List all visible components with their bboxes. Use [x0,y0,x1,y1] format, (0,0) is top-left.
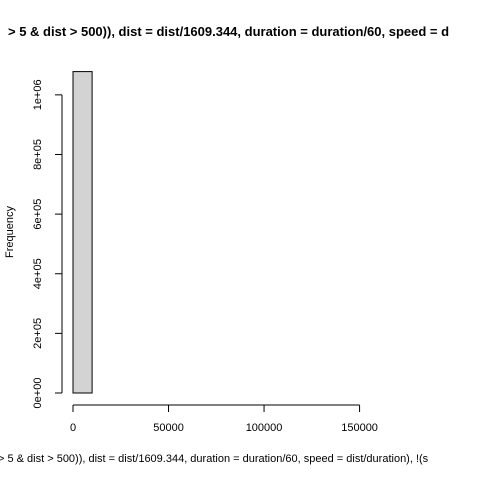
x-tick-label-2: 100000 [246,422,283,434]
y-axis: 0e+00 2e+05 4e+05 6e+05 8e+05 1e+06 [32,79,63,409]
y-tick-label-3: 6e+05 [32,199,44,230]
x-axis: 0 50000 100000 150000 [70,404,378,434]
y-tick-label-5: 1e+06 [32,79,44,110]
y-tick-label-1: 2e+05 [32,318,44,349]
y-tick-label-0: 0e+00 [32,378,44,409]
y-tick-label-4: 8e+05 [32,139,44,170]
x-tick-label-1: 50000 [153,422,184,434]
x-tick-label-0: 0 [70,422,76,434]
histogram-bars [72,71,93,394]
y-axis-label: Frequency [4,206,16,258]
x-axis-label: > 5 & dist > 500)), dist = dist/1609.344… [0,453,429,465]
histogram-bar-0 [72,71,93,394]
y-tick-label-2: 4e+05 [32,258,44,289]
x-tick-label-3: 150000 [341,422,378,434]
chart-title: > 5 & dist > 500)), dist = dist/1609.344… [8,24,449,39]
